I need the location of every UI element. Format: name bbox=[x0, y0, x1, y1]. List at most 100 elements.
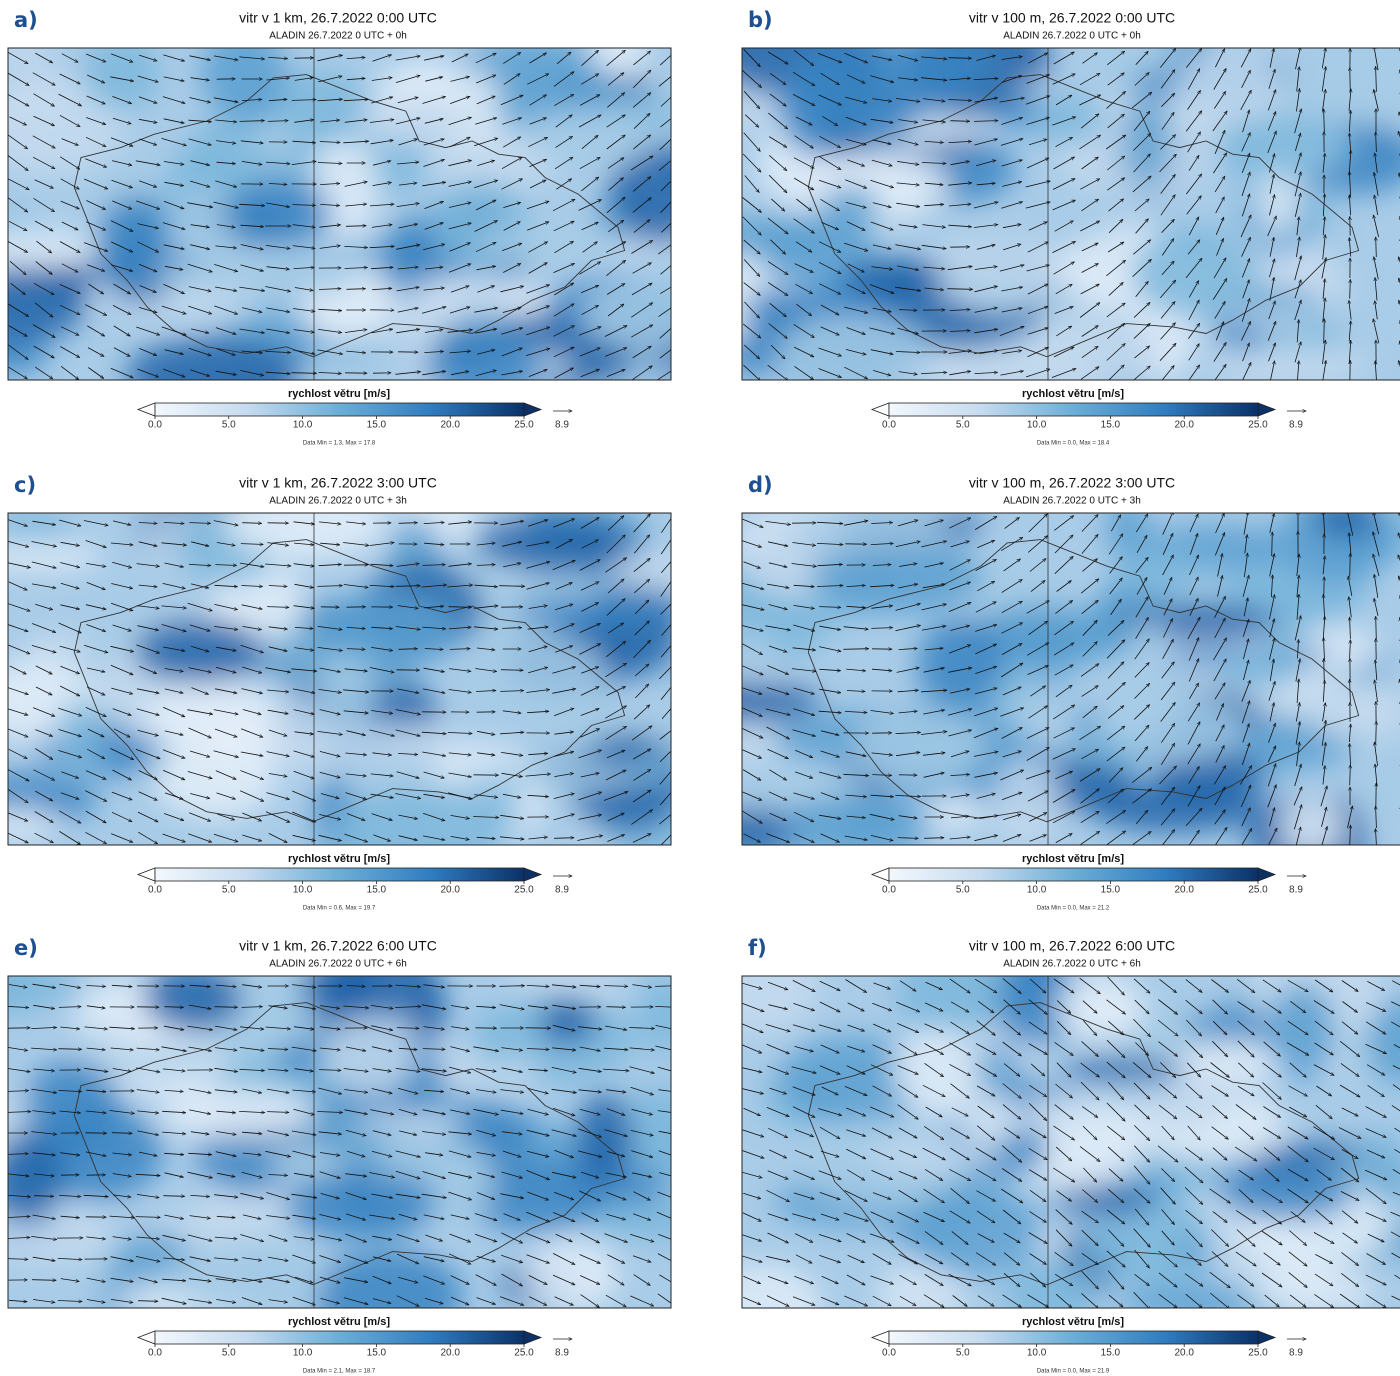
colorbar-tick-label: 25.0 bbox=[1248, 885, 1268, 896]
panel: e)vitr v 1 km, 26.7.2022 6:00 UTCALADIN … bbox=[0, 936, 750, 1375]
colorbar-max-extend bbox=[1258, 1331, 1275, 1344]
reference-arrow-label: 8.9 bbox=[1289, 420, 1303, 431]
colorbar-tick-label: 5.0 bbox=[222, 420, 236, 431]
wind-blob bbox=[1208, 345, 1369, 383]
colorbar-label: rychlost větru [m/s] bbox=[1022, 1316, 1124, 1328]
colorbar-tick-label: 5.0 bbox=[222, 885, 236, 896]
colorbar-label: rychlost větru [m/s] bbox=[288, 853, 390, 865]
wind-blob bbox=[1090, 783, 1259, 833]
colorbar-tick-label: 0.0 bbox=[882, 885, 896, 896]
wind-blob bbox=[1126, 96, 1168, 185]
wind-blob bbox=[519, 108, 655, 167]
map bbox=[684, 932, 1400, 1347]
colorbar-min-extend bbox=[872, 403, 889, 416]
colorbar-tick-label: 15.0 bbox=[367, 1348, 387, 1359]
colorbar-tick-label: 5.0 bbox=[956, 420, 970, 431]
panel-subtitle: ALADIN 26.7.2022 0 UTC + 3h bbox=[1003, 496, 1141, 507]
reference-arrow-label: 8.9 bbox=[1289, 885, 1303, 896]
panel-subtitle: ALADIN 26.7.2022 0 UTC + 6h bbox=[1003, 959, 1141, 970]
reference-arrow-label: 8.9 bbox=[555, 1348, 569, 1359]
panel-title: vitr v 100 m, 26.7.2022 0:00 UTC bbox=[969, 10, 1175, 26]
colorbar bbox=[889, 403, 1258, 416]
colorbar-min-extend bbox=[138, 403, 155, 416]
colorbar bbox=[889, 1331, 1258, 1344]
panel-subtitle: ALADIN 26.7.2022 0 UTC + 0h bbox=[1003, 31, 1141, 42]
colorbar bbox=[155, 868, 524, 881]
map bbox=[676, 491, 1400, 880]
colorbar-tick-label: 0.0 bbox=[148, 1348, 162, 1359]
wind-blob bbox=[133, 618, 265, 684]
colorbar-label: rychlost větru [m/s] bbox=[1022, 388, 1124, 400]
map bbox=[669, 5, 1400, 419]
panel-label: b) bbox=[748, 8, 773, 32]
wind-blob bbox=[284, 1170, 436, 1239]
data-range: Data Min = 0.0, Max = 21.9 bbox=[1037, 1369, 1110, 1375]
wind-blob bbox=[1056, 978, 1145, 1038]
wind-blob bbox=[732, 626, 776, 670]
wind-blob bbox=[575, 1093, 633, 1184]
colorbar-tick-label: 10.0 bbox=[1027, 1348, 1047, 1359]
colorbar-tick-label: 5.0 bbox=[956, 1348, 970, 1359]
panel-title: vitr v 100 m, 26.7.2022 6:00 UTC bbox=[969, 938, 1175, 954]
wind-blob bbox=[312, 591, 463, 667]
wind-blob bbox=[778, 60, 851, 156]
colorbar-tick-label: 10.0 bbox=[293, 885, 313, 896]
wind-blob bbox=[155, 746, 275, 818]
colorbar-tick-label: 0.0 bbox=[148, 420, 162, 431]
data-range: Data Min = 1.3, Max = 17.8 bbox=[303, 441, 376, 447]
colorbar-tick-label: 20.0 bbox=[1174, 885, 1194, 896]
colorbar-tick-label: 20.0 bbox=[440, 885, 460, 896]
panel: f)vitr v 100 m, 26.7.2022 6:00 UTCALADIN… bbox=[684, 932, 1400, 1374]
colorbar-tick-label: 0.0 bbox=[882, 1348, 896, 1359]
wind-blob bbox=[474, 227, 619, 261]
panel: d)vitr v 100 m, 26.7.2022 3:00 UTCALADIN… bbox=[676, 473, 1400, 912]
colorbar-max-extend bbox=[1258, 868, 1275, 881]
panel: a)vitr v 1 km, 26.7.2022 0:00 UTCALADIN … bbox=[0, 8, 718, 447]
wind-blob bbox=[773, 314, 939, 417]
wind-blob bbox=[223, 178, 332, 247]
map bbox=[0, 21, 718, 421]
colorbar-tick-label: 20.0 bbox=[440, 420, 460, 431]
colorbar bbox=[889, 868, 1258, 881]
colorbar-tick-label: 25.0 bbox=[1248, 420, 1268, 431]
colorbar-tick-label: 10.0 bbox=[293, 1348, 313, 1359]
panel-subtitle: ALADIN 26.7.2022 0 UTC + 0h bbox=[269, 31, 407, 42]
colorbar-tick-label: 5.0 bbox=[222, 1348, 236, 1359]
wind-blob bbox=[412, 276, 536, 308]
wind-blob bbox=[1095, 674, 1186, 731]
wind-blob bbox=[173, 1235, 326, 1315]
colorbar-tick-label: 20.0 bbox=[1174, 1348, 1194, 1359]
colorbar-tick-label: 25.0 bbox=[514, 420, 534, 431]
wind-blob bbox=[1210, 650, 1305, 692]
data-range: Data Min = 0.0, Max = 18.4 bbox=[1037, 441, 1110, 447]
colorbar-tick-label: 10.0 bbox=[1027, 420, 1047, 431]
wind-blob bbox=[158, 1087, 316, 1139]
colorbar-tick-label: 15.0 bbox=[1101, 1348, 1121, 1359]
wind-blob bbox=[1311, 500, 1381, 537]
wind-blob bbox=[631, 758, 674, 785]
wind-blob bbox=[847, 88, 916, 143]
reference-arrow-label: 8.9 bbox=[1289, 1348, 1303, 1359]
wind-blob bbox=[479, 515, 636, 573]
colorbar-max-extend bbox=[524, 1331, 541, 1344]
wind-blob bbox=[1268, 983, 1336, 1083]
colorbar-max-extend bbox=[1258, 403, 1275, 416]
colorbar-label: rychlost větru [m/s] bbox=[288, 1316, 390, 1328]
wind-blob bbox=[701, 1264, 821, 1347]
panel: c)vitr v 1 km, 26.7.2022 3:00 UTCALADIN … bbox=[0, 473, 704, 912]
colorbar-tick-label: 0.0 bbox=[882, 420, 896, 431]
panel-subtitle: ALADIN 26.7.2022 0 UTC + 6h bbox=[269, 959, 407, 970]
colorbar-tick-label: 25.0 bbox=[514, 885, 534, 896]
wind-blob bbox=[354, 1109, 464, 1136]
wind-blob bbox=[1280, 801, 1344, 855]
wind-blob bbox=[462, 636, 609, 717]
colorbar-label: rychlost větru [m/s] bbox=[1022, 853, 1124, 865]
colorbar-tick-label: 15.0 bbox=[367, 885, 387, 896]
colorbar-tick-label: 0.0 bbox=[148, 885, 162, 896]
wind-blob bbox=[510, 595, 685, 625]
wind-blob bbox=[319, 653, 374, 738]
data-range: Data Min = 0.0, Max = 21.2 bbox=[1037, 906, 1110, 912]
panel-label: d) bbox=[748, 473, 773, 497]
